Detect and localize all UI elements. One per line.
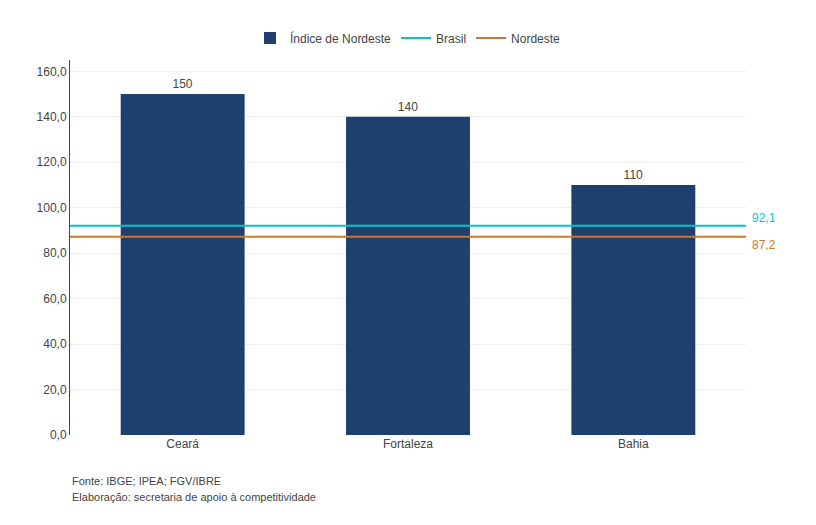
svg-text:100,0: 100,0 bbox=[37, 201, 67, 215]
svg-text:140: 140 bbox=[398, 100, 418, 114]
svg-text:40,0: 40,0 bbox=[43, 337, 67, 351]
svg-text:20,0: 20,0 bbox=[43, 383, 67, 397]
svg-text:Ceará: Ceará bbox=[166, 437, 199, 451]
svg-text:150: 150 bbox=[172, 77, 192, 91]
svg-text:120,0: 120,0 bbox=[37, 155, 67, 169]
svg-text:Fortaleza: Fortaleza bbox=[383, 437, 433, 451]
svg-text:Elaboração: secretaria de apoi: Elaboração: secretaria de apoio à compet… bbox=[72, 491, 316, 503]
svg-text:Brasil: Brasil bbox=[436, 32, 466, 46]
svg-text:92,1: 92,1 bbox=[752, 211, 776, 225]
svg-text:60,0: 60,0 bbox=[43, 292, 67, 306]
svg-text:0,0: 0,0 bbox=[50, 428, 67, 442]
svg-text:110: 110 bbox=[624, 168, 643, 182]
svg-text:140,0: 140,0 bbox=[37, 110, 67, 124]
svg-text:160,0: 160,0 bbox=[37, 65, 67, 79]
svg-text:Índice de Nordeste: Índice de Nordeste bbox=[290, 31, 391, 46]
svg-text:80,0: 80,0 bbox=[43, 246, 67, 260]
svg-text:Bahia: Bahia bbox=[618, 437, 649, 451]
svg-text:Fonte: IBGE; IPEA; FGV/IBRE: Fonte: IBGE; IPEA; FGV/IBRE bbox=[72, 475, 221, 487]
svg-text:87,2: 87,2 bbox=[752, 238, 776, 252]
svg-text:Nordeste: Nordeste bbox=[511, 32, 560, 46]
